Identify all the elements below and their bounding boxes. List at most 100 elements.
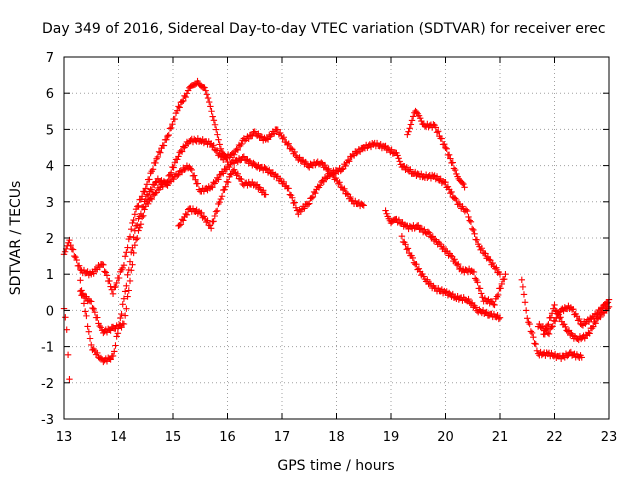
data-point [250,159,257,167]
data-point [135,202,142,210]
data-point [142,185,149,192]
data-point [279,135,286,142]
data-point [405,128,412,135]
data-point [262,191,269,198]
data-point [324,166,331,174]
data-point [323,175,330,182]
data-point [551,318,559,325]
data-point [406,125,413,132]
data-point [113,333,120,340]
data-point [90,270,97,277]
data-point [177,147,185,155]
data-point [130,216,137,224]
data-point [210,142,217,149]
data-point [447,155,454,162]
data-point [109,352,117,360]
data-point [217,195,225,203]
data-point [460,180,467,188]
data-point [491,265,499,272]
data-point [287,145,295,152]
data-point [144,200,152,208]
data-point [533,347,541,354]
data-point [528,329,536,337]
data-point [549,323,556,330]
data-point [396,158,403,165]
x-tick-label: 15 [165,430,182,445]
data-point [435,128,442,135]
y-axis-title: SDTVAR / TECUs [8,181,24,296]
data-points [60,77,613,383]
data-point [578,354,585,361]
data-point [101,268,108,275]
data-point [209,113,216,120]
x-tick-label: 13 [56,430,73,445]
data-point [222,183,229,190]
data-point [260,187,267,194]
data-point [551,301,558,309]
data-point [174,172,181,179]
data-point [597,313,604,321]
data-point [461,184,468,191]
data-point [123,305,130,312]
data-point [442,178,449,186]
data-point [73,256,80,264]
data-point [541,331,549,338]
data-point [128,225,135,233]
data-point [599,309,607,316]
data-point [286,191,294,198]
data-point [117,314,124,322]
data-point [132,205,140,213]
data-point [126,258,134,265]
data-point [395,216,403,224]
data-point [532,340,539,348]
data-point [174,156,181,163]
data-point [593,315,601,323]
data-point [471,230,478,238]
x-tick-label: 18 [328,430,345,445]
data-point [206,98,213,106]
data-point [175,171,182,178]
data-point [252,182,260,189]
data-point [202,87,209,94]
data-point [198,209,205,216]
data-point [167,169,175,176]
data-point [148,195,156,203]
data-point [121,253,129,260]
data-point [451,256,458,263]
data-point [218,193,226,200]
data-point [568,330,575,337]
data-point [143,181,151,188]
data-point [118,310,125,318]
data-point [204,217,211,224]
data-point [165,131,172,139]
data-point [433,173,441,180]
data-point [170,175,177,183]
data-point [491,301,498,309]
data-point [441,141,448,148]
data-point [109,290,117,298]
data-point [176,104,183,111]
data-point [90,305,97,313]
data-point [215,136,222,143]
data-point [155,148,163,155]
data-point [214,207,221,215]
data-point [404,245,412,252]
data-point [347,193,354,201]
data-point [208,108,215,115]
data-point [121,312,129,319]
data-point [207,103,214,110]
data-point [142,195,149,203]
data-point [403,246,410,253]
data-point [132,222,140,230]
data-point [100,261,107,269]
data-point [585,329,592,336]
data-point [97,324,105,331]
data-point [207,225,215,232]
data-point [309,193,317,201]
data-point [318,159,325,166]
data-point [522,307,530,314]
data-point [547,314,555,321]
data-point [180,217,187,224]
data-point [565,327,573,334]
data-point [120,295,128,302]
